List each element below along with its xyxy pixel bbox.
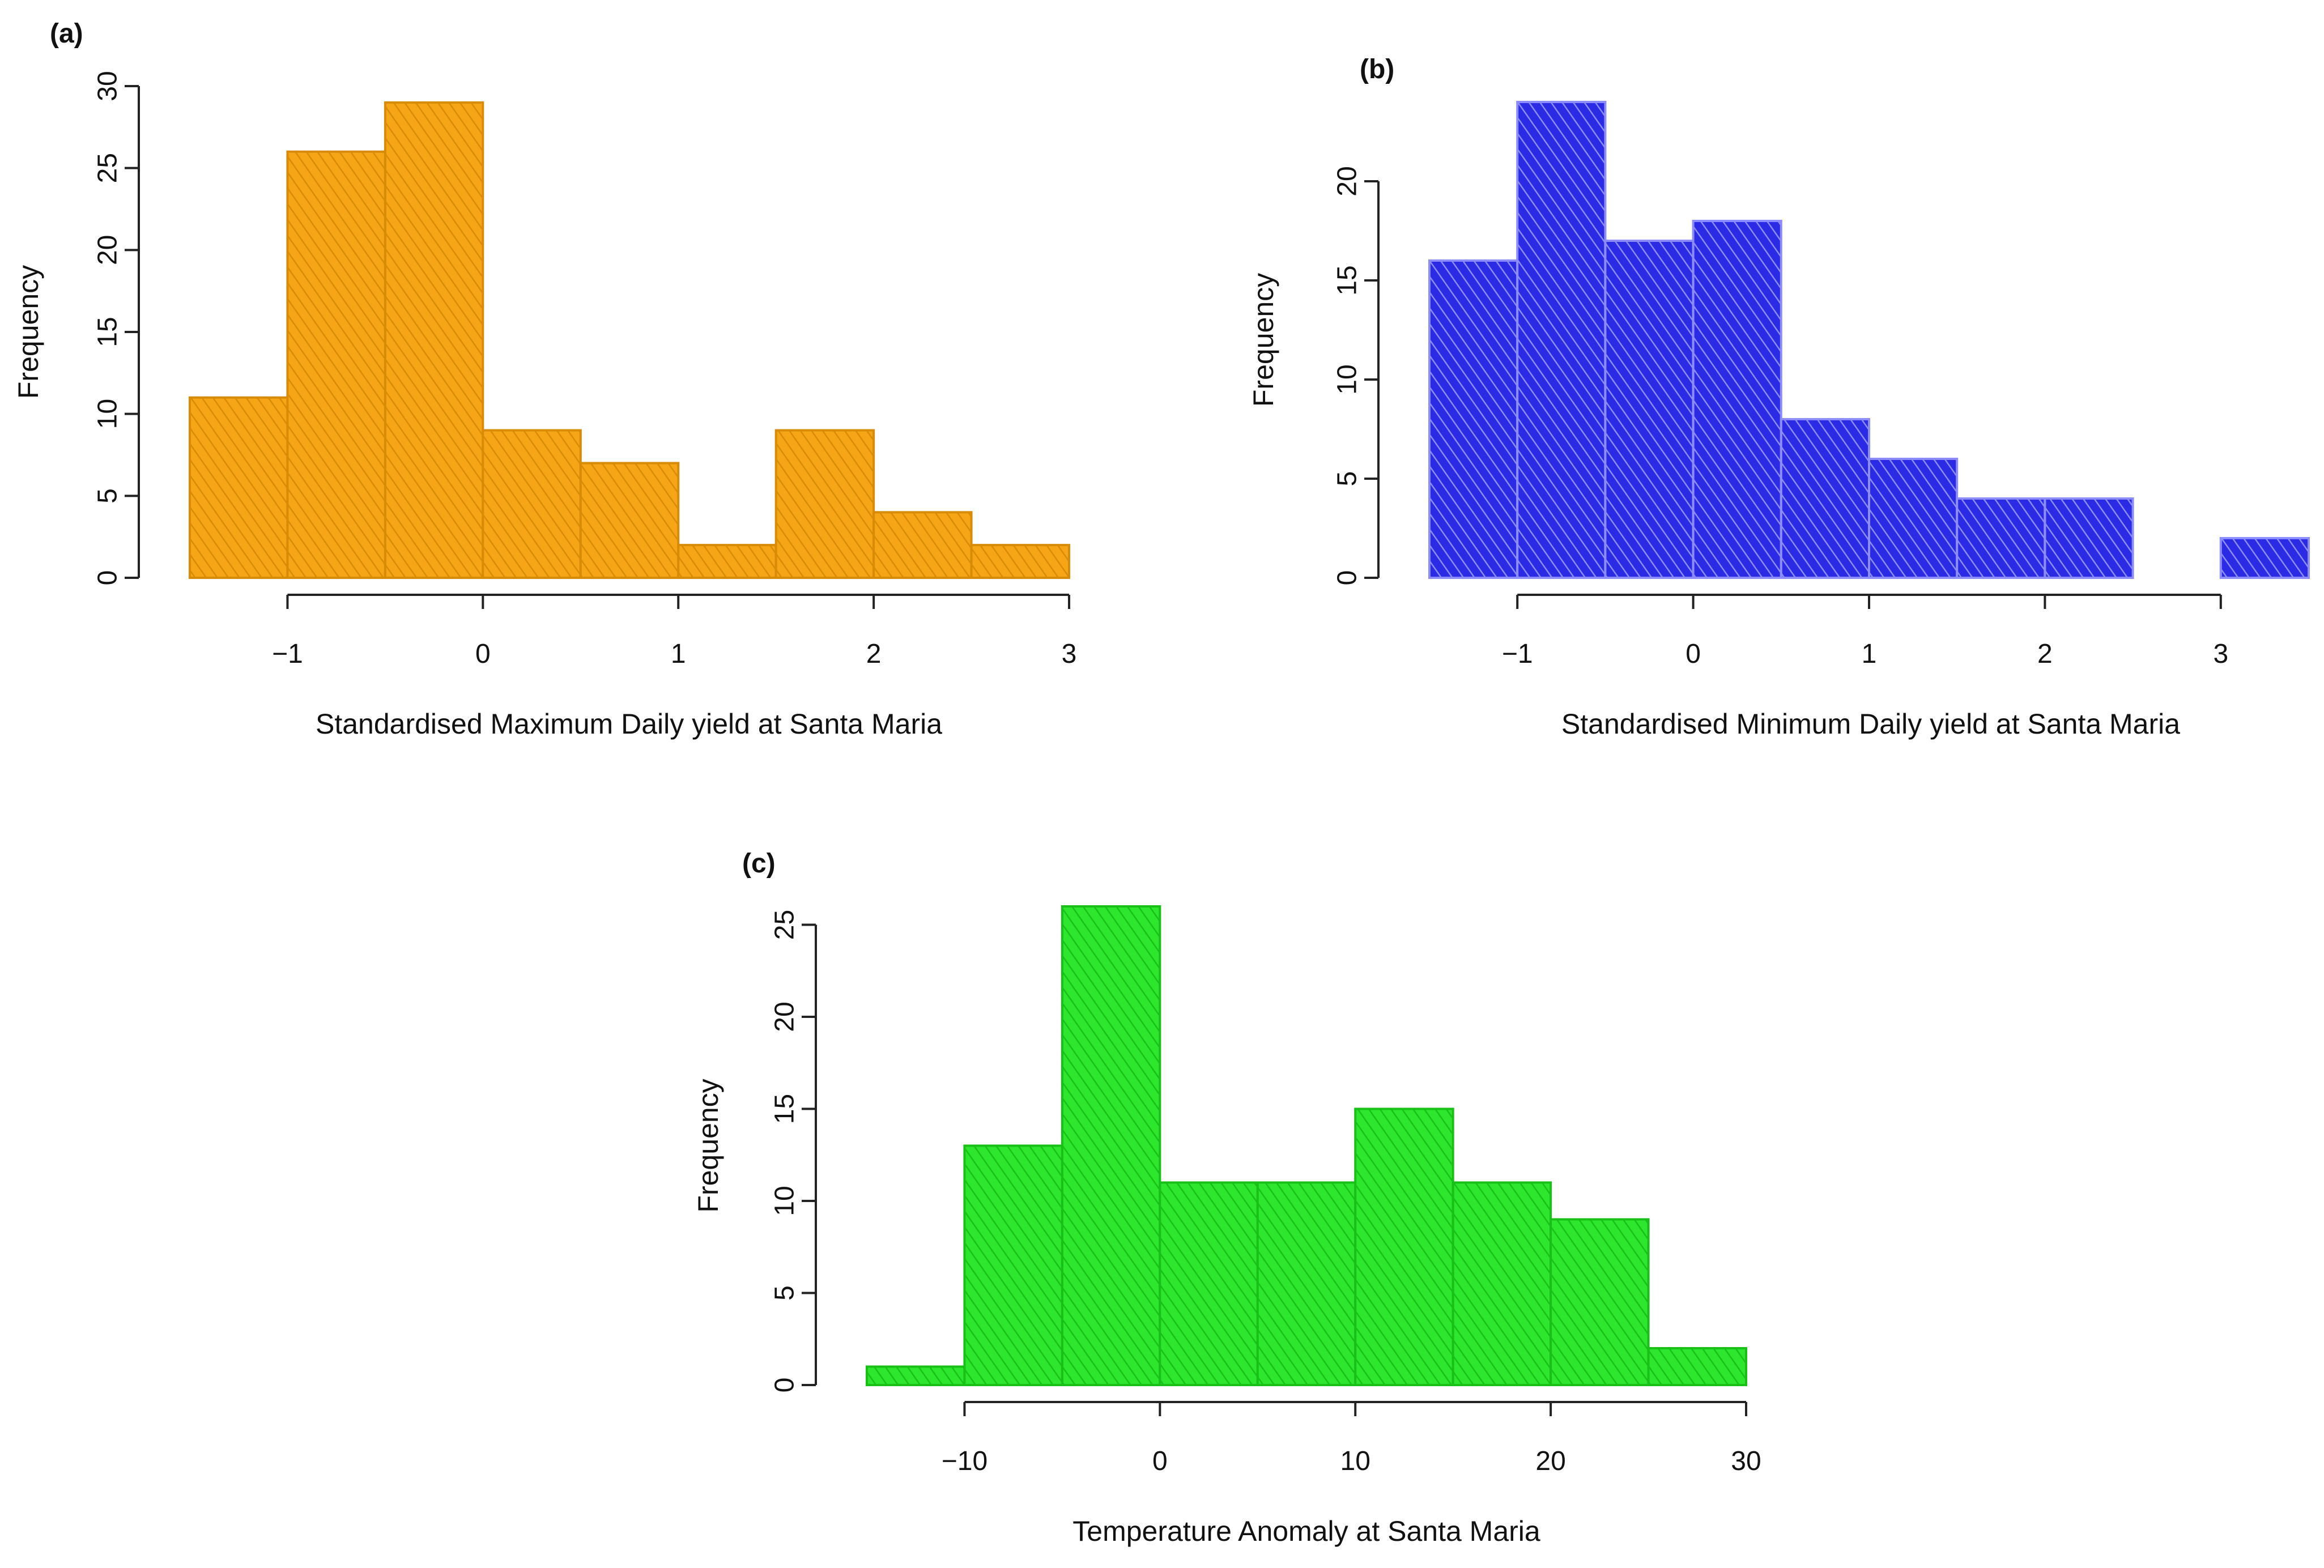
histogram-bar xyxy=(482,429,582,579)
histogram-bar xyxy=(1956,497,2046,579)
y-tick-label: 0 xyxy=(93,570,123,586)
x-tick-label: 0 xyxy=(1685,639,1701,669)
histogram-max-daily-yield: 0 5 10 15 20 25 30 −1 0 1 2 3 Standardised Maximum D… xyxy=(0,0,1161,770)
y-axis-title: Frequency xyxy=(692,1079,724,1212)
histogram-bar xyxy=(1780,418,1870,579)
x-tick-label: 20 xyxy=(1535,1446,1565,1476)
histogram-bar xyxy=(872,511,973,579)
x-axis-title: Temperature Anomaly at Santa Maria xyxy=(1072,1515,1540,1547)
y-tick-label: 15 xyxy=(93,317,123,347)
histogram-bar xyxy=(1692,220,1782,579)
x-tick-label: −1 xyxy=(272,639,303,669)
y-tick-label: 30 xyxy=(93,71,123,101)
histogram-c-svg: 0 5 10 15 20 25 −10 0 10 20 30 Temperature Anomaly … xyxy=(692,849,1761,1547)
x-tick-label: 3 xyxy=(2213,639,2228,669)
y-axis-title: Frequency xyxy=(1248,273,1279,407)
y-tick-label: 15 xyxy=(770,1094,800,1124)
y-tick-label: 0 xyxy=(770,1378,800,1393)
y-tick-label: 15 xyxy=(1333,265,1363,295)
y-tick-label: 5 xyxy=(93,488,123,504)
x-tick-label: 1 xyxy=(671,639,686,669)
panel-label: (c) xyxy=(742,849,776,879)
x-axis-title: Standardised Maximum Daily yield at Sant… xyxy=(316,708,942,740)
x-tick-label: 3 xyxy=(1062,639,1077,669)
y-tick-label: 10 xyxy=(770,1186,800,1216)
histogram-bar xyxy=(774,429,875,579)
histogram-bar xyxy=(1868,458,1959,579)
histogram-bar xyxy=(970,544,1070,580)
x-tick-label: −1 xyxy=(1502,639,1533,669)
histogram-bar xyxy=(1604,240,1695,579)
y-tick-label: 20 xyxy=(93,235,123,265)
x-axis-title: Standardised Minimum Daily yield at Sant… xyxy=(1561,708,2180,740)
y-tick-label: 25 xyxy=(93,153,123,183)
histogram-bar xyxy=(1428,259,1519,579)
y-tick-label: 5 xyxy=(770,1285,800,1301)
y-tick-label: 10 xyxy=(93,399,123,429)
histogram-bar xyxy=(189,396,289,579)
histogram-a-svg: 0 5 10 15 20 25 30 −1 0 1 2 3 Standardised Maximum D… xyxy=(12,19,1077,740)
y-tick-label: 20 xyxy=(1333,166,1363,196)
y-tick-label: 0 xyxy=(1333,570,1363,586)
histogram-bar xyxy=(2219,537,2310,579)
histogram-bar xyxy=(579,462,680,580)
histogram-temperature-anomaly: 0 5 10 15 20 25 −10 0 10 20 30 Temperature Anomaly … xyxy=(669,821,1802,1565)
histogram-bar xyxy=(1354,1107,1454,1386)
histogram-bar xyxy=(866,1365,966,1386)
histogram-bar xyxy=(1159,1181,1259,1386)
histogram-bar xyxy=(2044,497,2134,579)
x-tick-label: 0 xyxy=(1152,1446,1168,1476)
histogram-bar xyxy=(1256,1181,1357,1386)
y-axis-title: Frequency xyxy=(12,265,44,399)
y-tick-label: 25 xyxy=(770,910,800,940)
histogram-bar xyxy=(384,101,484,579)
histogram-min-daily-yield: 0 5 10 15 20 −1 0 1 2 3 Standardised Minimum Daily… xyxy=(1235,0,2324,770)
histogram-bar xyxy=(1550,1218,1650,1386)
x-tick-label: 0 xyxy=(475,639,491,669)
y-tick-label: 5 xyxy=(1333,471,1363,487)
x-tick-label: 10 xyxy=(1340,1446,1370,1476)
y-tick-label: 20 xyxy=(770,1002,800,1032)
panel-label: (a) xyxy=(50,19,83,49)
x-tick-label: 30 xyxy=(1731,1446,1761,1476)
x-tick-label: 2 xyxy=(2037,639,2053,669)
panel-label: (b) xyxy=(1360,54,1394,84)
histogram-bar xyxy=(1452,1181,1552,1386)
y-tick-label: 10 xyxy=(1333,364,1363,394)
histogram-bar xyxy=(963,1144,1063,1386)
histogram-bar xyxy=(1516,101,1607,579)
x-tick-label: −10 xyxy=(942,1446,988,1476)
histogram-bar xyxy=(1061,905,1161,1386)
histogram-bar xyxy=(1647,1347,1747,1386)
histogram-b-svg: 0 5 10 15 20 −1 0 1 2 3 Standardised Minimum Daily… xyxy=(1248,54,2310,740)
x-tick-label: 1 xyxy=(1862,639,1877,669)
histogram-bar xyxy=(286,150,386,579)
histogram-bar xyxy=(677,544,777,580)
x-tick-label: 2 xyxy=(866,639,882,669)
